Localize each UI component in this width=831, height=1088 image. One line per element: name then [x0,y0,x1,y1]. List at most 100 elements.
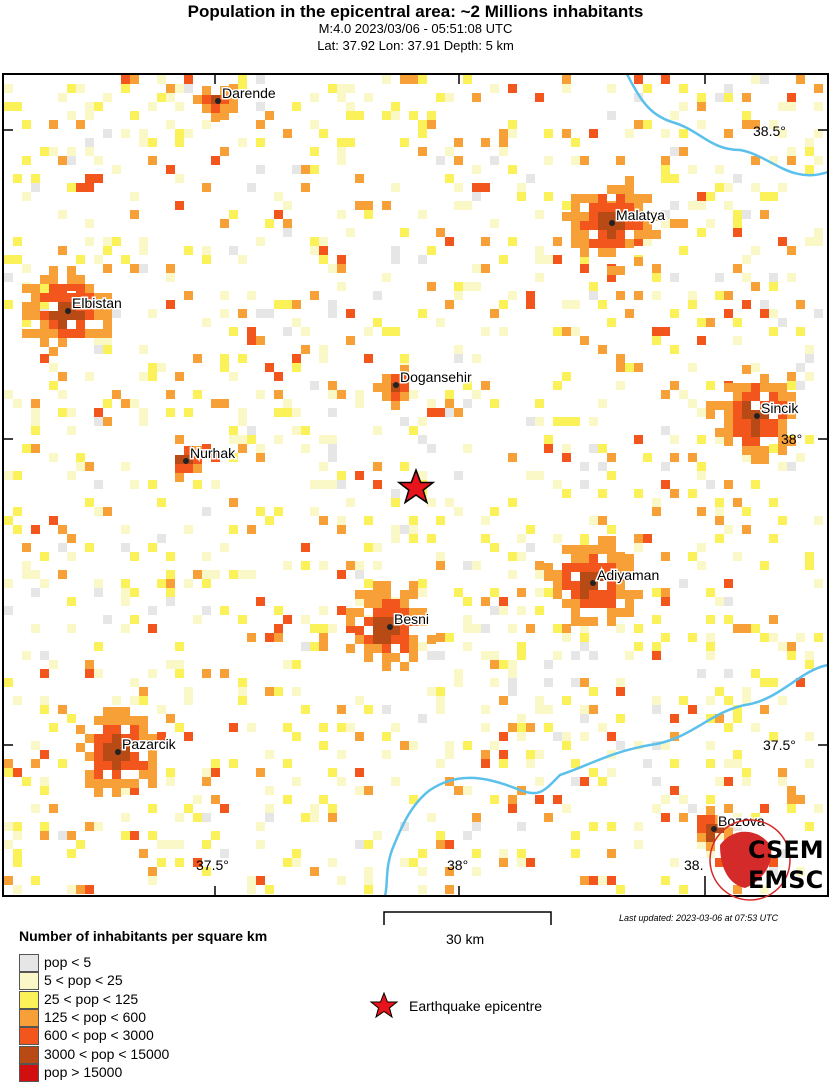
population-cell [652,230,661,239]
population-cell [40,320,49,329]
population-cell [337,750,346,759]
population-cell [229,426,238,435]
population-cell [31,570,40,579]
population-cell [535,705,544,714]
population-cell [94,507,103,516]
population-cell [697,102,706,111]
population-cell [571,545,580,554]
population-cell [724,129,733,138]
population-cell [103,743,112,752]
population-cell [697,228,706,237]
population-cell [580,212,589,221]
population-cell [400,644,409,653]
population-cell [571,327,580,336]
population-cell [175,201,184,210]
population-cell [634,203,643,212]
population-cell [418,579,427,588]
population-cell [481,237,490,246]
population-cell [733,383,742,392]
population-cell [112,237,121,246]
population-cell [598,345,607,354]
population-cell [625,608,634,617]
population-cell [454,138,463,147]
population-cell [706,741,715,750]
population-cell [193,354,202,363]
population-cell [733,624,742,633]
population-cell [796,453,805,462]
population-cell [346,723,355,732]
population-cell [256,507,265,516]
population-cell [472,192,481,201]
population-cell [535,561,544,570]
population-cell [409,581,418,590]
population-cell [49,381,58,390]
city-label: Dogansehir [400,369,472,385]
population-cell [670,453,679,462]
population-cell [310,120,319,129]
population-cell [778,318,787,327]
population-cell [184,464,193,473]
population-cell [553,327,562,336]
population-cell [112,788,121,797]
population-cell [319,741,328,750]
population-cell [346,624,355,633]
population-cell [598,723,607,732]
population-cell [607,212,616,221]
population-cell [769,273,778,282]
population-cell [769,428,778,437]
population-cell [310,291,319,300]
population-cell [94,770,103,779]
population-cell [769,732,778,741]
population-cell [769,327,778,336]
city-dot-icon [115,749,121,755]
population-cell [778,446,787,455]
population-cell [355,608,364,617]
population-cell [580,230,589,239]
population-cell [562,696,571,705]
population-cell [382,644,391,653]
population-cell [805,354,814,363]
population-cell [76,320,85,329]
population-cell [139,129,148,138]
city-dot-icon [393,382,399,388]
legend-item: pop > 15000 [19,1063,219,1082]
population-cell [76,302,85,311]
population-cell [31,759,40,768]
population-cell [364,653,373,662]
population-cell [265,219,274,228]
population-cell [481,138,490,147]
population-cell [679,84,688,93]
population-cell [400,392,409,401]
population-cell [544,435,553,444]
population-cell [661,390,670,399]
population-cell [139,408,148,417]
population-cell [535,399,544,408]
population-cell [40,552,49,561]
population-cell [364,786,373,795]
population-cell [706,815,715,824]
population-cell [76,462,85,471]
population-cell [787,786,796,795]
population-cell [355,174,364,183]
population-cell [517,714,526,723]
population-cell [598,248,607,257]
population-cell [436,93,445,102]
population-cell [337,516,346,525]
population-cell [49,311,58,320]
population-cell [85,498,94,507]
population-cell [742,624,751,633]
population-cell [400,75,409,84]
population-cell [13,885,22,894]
population-cell [535,750,544,759]
population-cell [121,588,130,597]
population-cell [319,345,328,354]
population-cell [742,525,751,534]
city-label: Adiyaman [597,567,659,583]
population-cell [706,642,715,651]
population-cell [31,444,40,453]
city-label: Darende [222,85,276,101]
population-cell [121,597,130,606]
population-cell [490,741,499,750]
population-cell [589,203,598,212]
city-label: Nurhak [190,445,236,461]
